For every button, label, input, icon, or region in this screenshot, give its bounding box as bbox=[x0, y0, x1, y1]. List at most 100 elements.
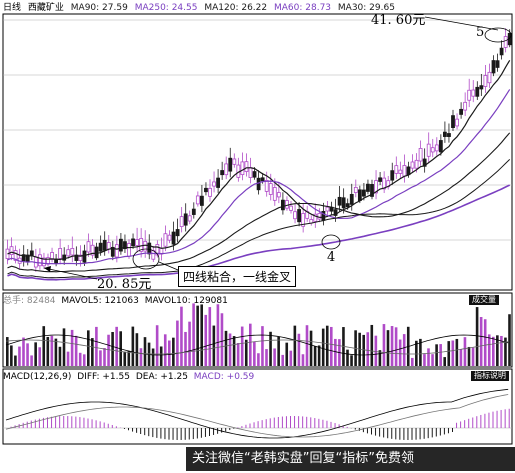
candle-body bbox=[252, 171, 257, 178]
volume-bar bbox=[26, 343, 29, 366]
volume-bar bbox=[10, 345, 13, 366]
candle-body bbox=[430, 147, 435, 153]
candle-body bbox=[90, 244, 95, 256]
volume-bar bbox=[374, 335, 378, 366]
candle-body bbox=[248, 167, 253, 178]
high-arrow bbox=[424, 16, 499, 31]
volume-bar bbox=[471, 347, 475, 366]
volume-bar bbox=[115, 326, 118, 366]
volume-header: 总手: 82484 MAVOL5: 121063 MAVOL10: 129081 bbox=[3, 296, 228, 306]
volume-bar bbox=[184, 331, 187, 366]
volume-bar bbox=[382, 324, 386, 366]
volume-bar bbox=[54, 338, 58, 366]
volume-bar bbox=[143, 337, 147, 366]
candle-body bbox=[123, 241, 127, 250]
candle-body bbox=[361, 189, 366, 197]
volume-bar bbox=[398, 339, 402, 366]
candle-body bbox=[491, 60, 496, 74]
candle-body bbox=[244, 161, 249, 172]
volume-bar bbox=[378, 350, 382, 366]
candle-body bbox=[102, 239, 107, 251]
volume-bar bbox=[423, 354, 426, 366]
volume-bar bbox=[50, 335, 54, 366]
candle-body bbox=[195, 195, 200, 205]
volume-bar bbox=[22, 337, 25, 366]
volume-bar bbox=[346, 349, 349, 366]
candle-body bbox=[402, 165, 407, 177]
volume-bar bbox=[176, 320, 179, 366]
ma30-label: MA30: 29.65 bbox=[337, 3, 395, 13]
candle-body bbox=[256, 177, 261, 191]
candle-body bbox=[38, 254, 42, 267]
candle-body bbox=[317, 213, 322, 220]
candle-body bbox=[301, 213, 306, 227]
candle-body bbox=[62, 254, 67, 261]
volume-bar bbox=[431, 354, 434, 366]
volume-bar bbox=[180, 306, 183, 366]
volume-bar bbox=[87, 330, 90, 366]
candle-body bbox=[442, 131, 447, 137]
candle-body bbox=[390, 170, 395, 181]
candle-body bbox=[110, 246, 115, 257]
candle-body bbox=[499, 47, 504, 56]
marker-4-circle bbox=[321, 234, 341, 250]
marker-4-label: 4 bbox=[327, 250, 336, 265]
header-bar: 日线 西藏矿业 MA90: 27.59 MA250: 24.55 MA120: … bbox=[3, 3, 395, 13]
ma90-line bbox=[7, 132, 511, 273]
volume-bar bbox=[285, 342, 289, 366]
volume-bar bbox=[487, 334, 491, 366]
volume-bar bbox=[496, 335, 499, 366]
candle-body bbox=[418, 147, 423, 162]
candle-body bbox=[293, 211, 297, 220]
volume-panel-border bbox=[2, 292, 513, 368]
diff-line bbox=[5, 388, 509, 439]
volume-bar bbox=[188, 321, 191, 366]
mavol5-line bbox=[5, 334, 509, 356]
volume-button[interactable]: 成交量 bbox=[469, 295, 499, 305]
candle-body bbox=[151, 250, 156, 260]
mavol10-line bbox=[5, 339, 509, 355]
volume-bar bbox=[253, 341, 256, 366]
candle-body bbox=[378, 177, 383, 182]
candle-body bbox=[98, 242, 103, 252]
volume-bar bbox=[244, 339, 248, 366]
mavol10-label: MAVOL10: 129081 bbox=[144, 296, 228, 306]
low-arrow bbox=[43, 267, 98, 280]
volume-bar bbox=[224, 330, 228, 366]
candle-body bbox=[410, 161, 415, 169]
volume-bar bbox=[240, 326, 244, 366]
volume-bar bbox=[281, 354, 284, 366]
candle-body bbox=[119, 238, 123, 252]
volume-bar bbox=[62, 328, 66, 366]
candle-body bbox=[455, 118, 459, 127]
candle-body bbox=[345, 203, 350, 208]
candle-body bbox=[280, 199, 285, 211]
volume-bar bbox=[492, 336, 495, 366]
volume-bar bbox=[196, 305, 199, 366]
candle-body bbox=[398, 169, 403, 174]
candle-body bbox=[199, 195, 204, 206]
stock-name: 西藏矿业 bbox=[27, 3, 64, 13]
indicator-help-button[interactable]: 指标说明 bbox=[471, 371, 509, 381]
candle-body bbox=[94, 246, 99, 259]
candle-body bbox=[471, 89, 476, 97]
main-panel-border bbox=[2, 13, 513, 291]
volume-bar bbox=[91, 338, 94, 366]
candle-body bbox=[183, 213, 188, 226]
candle-body bbox=[204, 187, 208, 193]
candle-body bbox=[179, 216, 184, 228]
candle-body bbox=[289, 205, 293, 211]
candle-body bbox=[382, 177, 387, 190]
candle-body bbox=[479, 85, 484, 90]
volume-bar bbox=[261, 326, 264, 366]
volume-bar bbox=[504, 337, 507, 366]
volume-bar bbox=[18, 346, 21, 366]
diff-label: DIFF: +1.55 bbox=[77, 372, 130, 382]
annotation-arrows bbox=[43, 16, 512, 280]
dea-label: DEA: +1.25 bbox=[135, 372, 188, 382]
candle-body bbox=[276, 192, 281, 198]
candle-body bbox=[447, 133, 451, 137]
candle-body bbox=[212, 181, 216, 187]
volume-bar bbox=[66, 351, 70, 366]
